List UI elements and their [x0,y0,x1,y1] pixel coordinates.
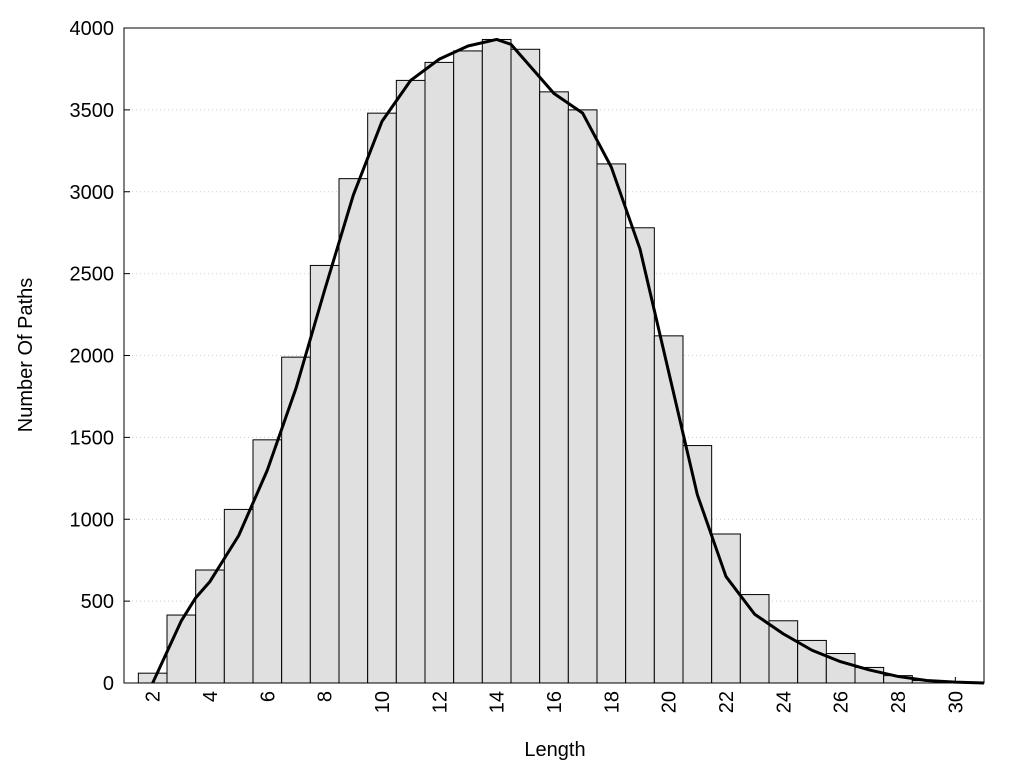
y-tick-label: 500 [81,591,114,613]
x-axis-label: Length [524,739,585,761]
x-tick-label: 20 [659,691,681,713]
y-tick-label: 0 [103,673,114,695]
bar [567,109,598,684]
plot-frame [123,27,985,684]
x-tick-label: 6 [257,691,279,702]
bar [481,38,512,684]
y-tick-label: 3000 [70,182,115,204]
density-line [151,37,985,685]
bar [252,439,283,684]
y-tick-label: 4000 [70,18,115,40]
x-tick-label: 4 [200,691,222,702]
bar [195,569,225,684]
bar [510,48,541,684]
bar [367,112,397,684]
x-tick-label: 14 [487,691,509,713]
y-tick-label: 2500 [70,264,115,286]
y-tick-label: 1000 [70,509,115,531]
x-tick-label: 30 [945,691,967,713]
x-tick-label: 26 [831,691,853,713]
x-tick-label: 10 [372,691,394,713]
x-tick-label: 18 [601,691,623,713]
bar [768,620,799,684]
x-tick-label: 12 [429,691,451,713]
bar [281,356,311,684]
y-tick-label: 1500 [70,427,115,449]
bar [596,163,627,684]
bar [395,79,426,684]
x-tick-label: 22 [716,691,738,713]
x-tick-label: 24 [773,691,795,713]
bar [166,614,197,684]
bar [424,61,455,684]
bar [338,178,369,684]
y-tick-label: 2000 [70,346,115,368]
y-axis-label: Number Of Paths [15,278,37,433]
bar [539,91,569,684]
bar [682,445,713,684]
bar [653,335,684,684]
bar [739,594,770,684]
y-tick-label: 3500 [70,100,115,122]
bar [453,50,483,684]
x-tick-label: 8 [315,691,337,702]
bar [711,533,741,684]
x-tick-label: 28 [888,691,910,713]
bar [797,639,827,684]
x-tick-label: 2 [143,691,165,702]
x-tick-label: 16 [544,691,566,713]
